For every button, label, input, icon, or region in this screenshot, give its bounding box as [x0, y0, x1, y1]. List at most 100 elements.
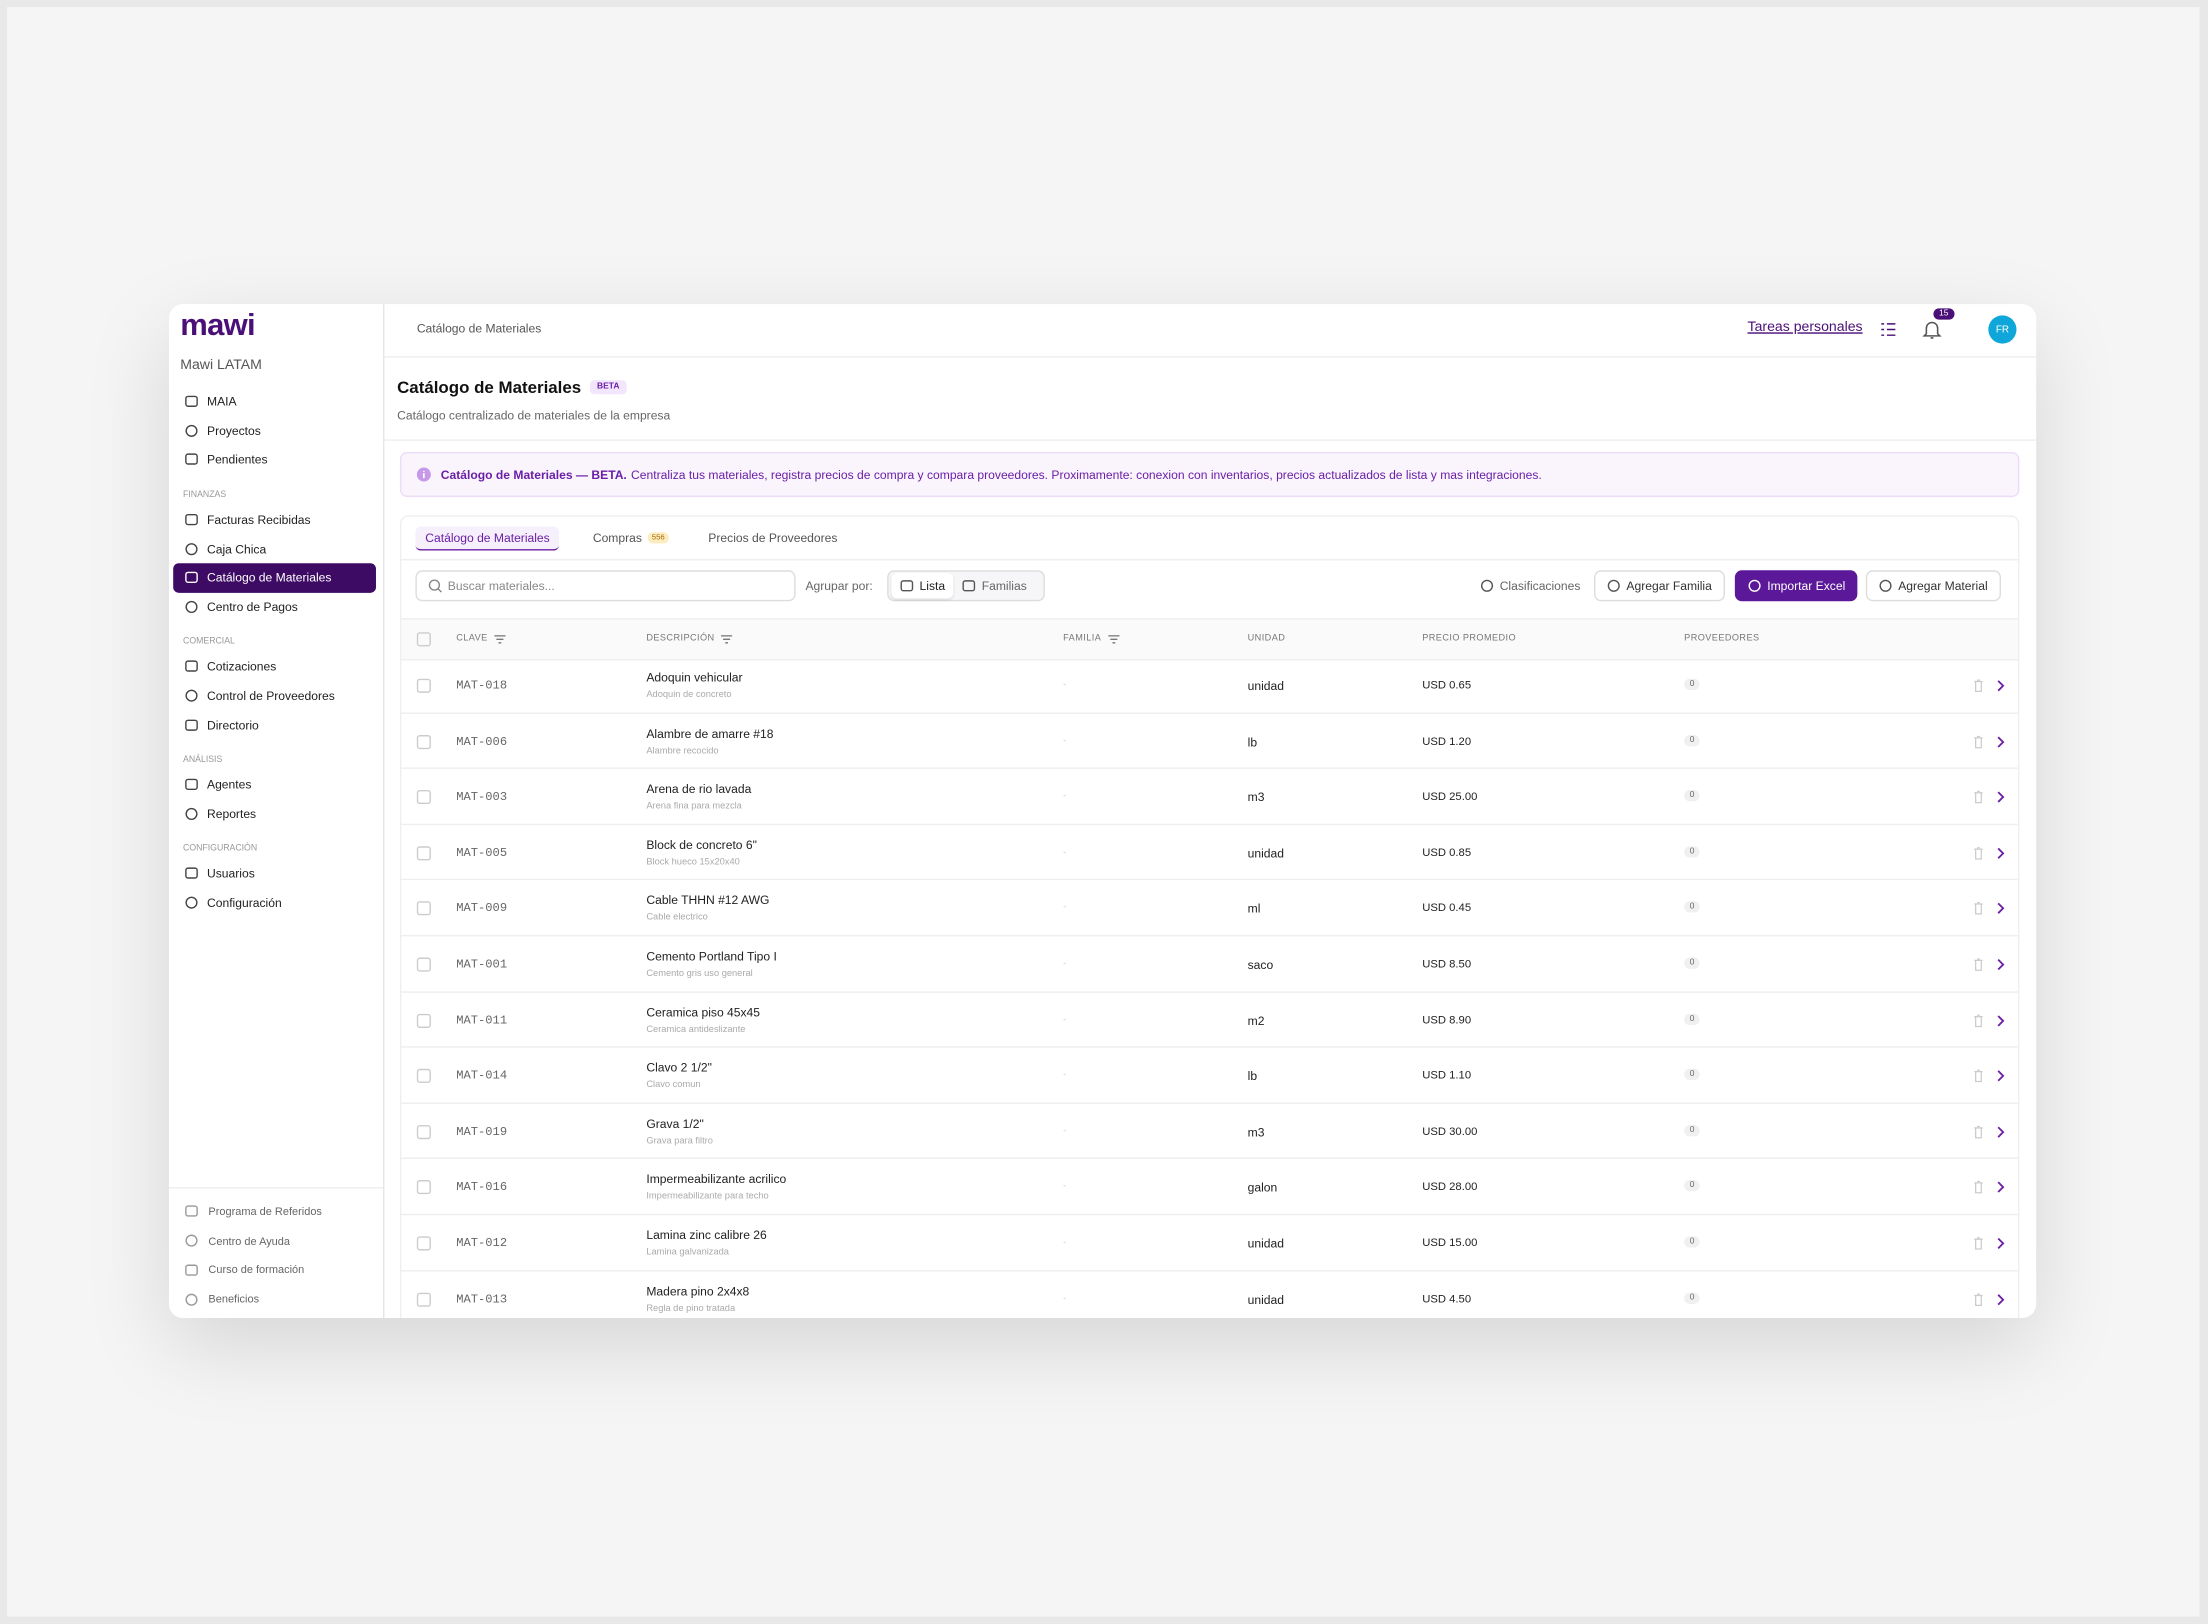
filter-icon[interactable] — [721, 634, 733, 643]
icon — [185, 689, 198, 702]
footer-link[interactable]: Beneficios — [169, 1285, 383, 1314]
row-checkbox[interactable] — [416, 790, 431, 805]
material-name: Cable THHN #12 AWG — [646, 893, 770, 908]
row-actions[interactable] — [1970, 956, 2012, 973]
action-label: Agregar Material — [1898, 578, 1988, 593]
search-input[interactable]: Buscar materiales... — [415, 570, 796, 602]
column-header-label: CLAVE — [456, 633, 488, 644]
row-actions[interactable] — [1970, 733, 2012, 750]
row-actions[interactable] — [1970, 1068, 2012, 1085]
icon — [1748, 579, 1761, 592]
org-name[interactable]: Mawi LATAM — [180, 357, 262, 374]
icon — [185, 719, 198, 731]
tab[interactable]: Compras 556 — [583, 527, 679, 550]
tab[interactable]: Catálogo de Materiales — [415, 526, 560, 551]
row-checkbox[interactable] — [416, 1180, 431, 1195]
nav-item[interactable]: Centro de Pagos — [173, 592, 376, 621]
logo[interactable]: mawi — [180, 306, 255, 343]
tab-label: Precios de Proveedores — [708, 530, 838, 545]
material-price: USD 4.50 — [1422, 1292, 1472, 1305]
supplier-count: 0 — [1684, 957, 1701, 969]
nav-item[interactable]: Configuración — [173, 888, 376, 917]
icon — [185, 807, 198, 820]
nav-item[interactable]: Facturas Recibidas — [173, 505, 376, 534]
material-name: Grava 1/2" — [646, 1116, 704, 1131]
row-checkbox[interactable] — [416, 734, 431, 749]
nav-item-label: Caja Chica — [206, 541, 267, 556]
row-checkbox[interactable] — [416, 1236, 431, 1251]
footer-link[interactable]: Curso de formación — [169, 1256, 383, 1285]
nav-item[interactable]: Usuarios — [173, 859, 376, 888]
select-all-checkbox[interactable] — [416, 632, 431, 647]
nav-item-label: Reportes — [206, 806, 257, 821]
material-name: Block de concreto 6" — [646, 837, 757, 852]
footer-link[interactable]: Programa de Referidos — [169, 1197, 383, 1226]
row-checkbox[interactable] — [416, 957, 431, 972]
table-row: MAT-006 Alambre de amarre #18 Alambre reco… — [401, 713, 2018, 770]
material-family: - — [1063, 1014, 1067, 1025]
row-actions[interactable] — [1970, 900, 2012, 917]
row-checkbox[interactable] — [416, 846, 431, 861]
nav-item[interactable]: Directorio — [173, 710, 376, 739]
material-price: USD 1.20 — [1422, 734, 1472, 748]
row-actions[interactable] — [1970, 1012, 2012, 1029]
material-price: USD 30.00 — [1422, 1124, 1478, 1138]
action-button[interactable]: Agregar Material — [1865, 570, 2001, 602]
group-option[interactable]: Lista — [891, 573, 954, 599]
column-header[interactable]: DESCRIPCIÓN — [646, 634, 733, 644]
avatar[interactable]: FR — [1988, 315, 2017, 344]
supplier-count: 0 — [1684, 734, 1701, 746]
supplier-count: 0 — [1684, 901, 1701, 914]
action-button[interactable]: Clasificaciones — [1467, 570, 1594, 602]
row-checkbox[interactable] — [416, 1013, 431, 1028]
nav-item[interactable]: Agentes — [173, 770, 376, 799]
material-family: - — [1063, 791, 1067, 802]
nav-item[interactable]: Cotizaciones — [173, 652, 376, 681]
nav-item[interactable]: Caja Chica — [173, 534, 376, 563]
table-row: MAT-001 Cemento Portland Tipo I Cemento gr… — [401, 936, 2018, 993]
row-actions[interactable] — [1970, 789, 2012, 806]
row-actions[interactable] — [1970, 1179, 2012, 1196]
group-option-label: Lista — [919, 578, 946, 593]
bell-icon[interactable] — [1922, 318, 1942, 341]
column-header-label: DESCRIPCIÓN — [646, 633, 715, 644]
material-detail: Cemento gris uso general — [646, 968, 753, 979]
row-checkbox[interactable] — [416, 1124, 431, 1139]
info-banner: Catálogo de Materiales — BETA. Centraliza… — [399, 452, 2020, 498]
icon — [185, 896, 198, 909]
filter-icon[interactable] — [1108, 634, 1120, 643]
tasks-link[interactable]: Tareas personales — [1747, 319, 1863, 336]
row-actions[interactable] — [1970, 1123, 2012, 1140]
footer-link-label: Centro de Ayuda — [208, 1234, 291, 1248]
nav-item[interactable]: Reportes — [173, 799, 376, 828]
nav-item[interactable]: Control de Proveedores — [173, 681, 376, 710]
tab[interactable]: Precios de Proveedores — [698, 527, 847, 550]
notification-count: 15 — [1933, 308, 1955, 320]
icon — [1879, 579, 1892, 592]
nav-item[interactable]: Catálogo de Materiales — [173, 563, 376, 593]
filter-icon[interactable] — [494, 634, 507, 643]
material-code: MAT-013 — [456, 1292, 508, 1307]
nav-item[interactable]: Proyectos — [173, 416, 376, 445]
row-actions[interactable] — [1970, 845, 2012, 862]
footer-link-label: Programa de Referidos — [208, 1205, 322, 1218]
group-option[interactable]: Familias — [954, 573, 1036, 598]
row-actions[interactable] — [1970, 677, 2012, 694]
action-button[interactable]: Agregar Familia — [1594, 570, 1725, 602]
action-button[interactable]: Importar Excel — [1734, 570, 1858, 602]
table-row: MAT-019 Grava 1/2" Grava para filtro - m3 USD… — [401, 1104, 2018, 1160]
icon — [1607, 579, 1620, 592]
row-checkbox[interactable] — [416, 901, 431, 916]
row-actions[interactable] — [1970, 1235, 2012, 1252]
footer-link[interactable]: Centro de Ayuda — [169, 1226, 383, 1255]
row-checkbox[interactable] — [416, 1069, 431, 1084]
nav-item[interactable]: Pendientes — [173, 445, 376, 474]
column-header[interactable]: FAMILIA — [1063, 634, 1120, 644]
row-checkbox[interactable] — [416, 1292, 431, 1307]
column-header[interactable]: CLAVE — [456, 633, 507, 644]
column-header: PROVEEDORES — [1684, 634, 1759, 644]
row-checkbox[interactable] — [416, 678, 431, 693]
nav-item[interactable]: MAIA — [173, 387, 376, 416]
row-actions[interactable] — [1970, 1291, 2012, 1308]
